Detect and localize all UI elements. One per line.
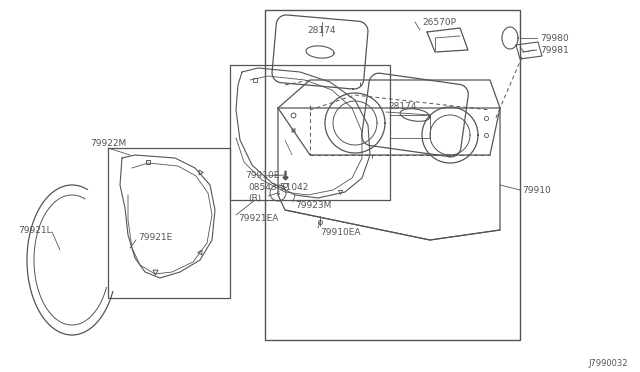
Text: 79910: 79910 — [522, 186, 551, 195]
Text: 79980: 79980 — [540, 33, 569, 42]
Text: J7990032: J7990032 — [589, 359, 628, 368]
Text: 79981: 79981 — [540, 45, 569, 55]
Text: 79910E: 79910E — [245, 170, 280, 180]
Text: 26570P: 26570P — [422, 17, 456, 26]
Text: 28174: 28174 — [308, 26, 336, 35]
Text: S: S — [276, 190, 280, 196]
Text: 08543-51042
(B): 08543-51042 (B) — [248, 183, 308, 203]
Text: 79921EA: 79921EA — [238, 214, 278, 222]
Text: 79921E: 79921E — [138, 232, 172, 241]
Text: 79921L: 79921L — [18, 225, 52, 234]
Text: 79910EA: 79910EA — [320, 228, 360, 237]
Text: 28174: 28174 — [388, 102, 417, 110]
Text: 79923M: 79923M — [295, 201, 332, 209]
Text: 79922M: 79922M — [90, 138, 126, 148]
